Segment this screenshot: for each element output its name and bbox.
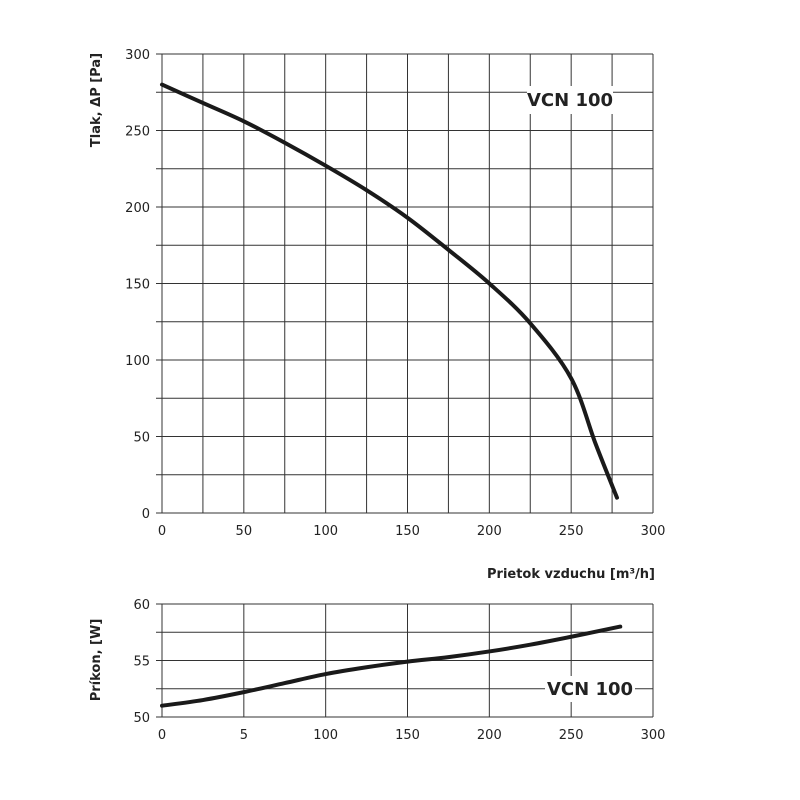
x-tick-label: 300 [641, 524, 666, 539]
x-tick-label: 150 [395, 728, 420, 743]
y-tick-label: 300 [125, 48, 150, 63]
y-tick-label: 55 [133, 655, 150, 670]
x-tick-label: 150 [395, 524, 420, 539]
y-tick-label: 100 [125, 354, 150, 369]
y-tick-label: 60 [133, 598, 150, 613]
y-tick-label: 50 [133, 711, 150, 726]
x-tick-label: 5 [240, 728, 248, 743]
chart-1: 0 5 100 150 200 250 300 50 55 60 Príkon, [W] VCN 10… [89, 598, 665, 743]
x-tick-label: 250 [559, 728, 584, 743]
x-tick-label: 200 [477, 524, 502, 539]
x-tick-label: 200 [477, 728, 502, 743]
series-line [160, 624, 623, 708]
x-tick-label: 0 [158, 728, 166, 743]
annotation-background [527, 86, 613, 114]
y-tick-label: 200 [125, 201, 150, 216]
annotation-label: VCN 100 [527, 90, 613, 111]
x-axis-label: Prietok vzduchu [m³/h] [487, 567, 655, 582]
series-line [160, 82, 619, 500]
y-tick-label: 0 [142, 507, 150, 522]
x-tick-label: 100 [313, 524, 338, 539]
y-axis-label: Príkon, [W] [89, 619, 104, 702]
x-tick-label: 0 [158, 524, 166, 539]
x-tick-label: 250 [559, 524, 584, 539]
y-tick-label: 150 [125, 278, 150, 293]
x-tick-label: 50 [236, 524, 253, 539]
annotation-label: VCN 100 [547, 679, 633, 700]
annotation-background [545, 676, 635, 702]
x-tick-label: 100 [313, 728, 338, 743]
y-tick-label: 250 [125, 125, 150, 140]
y-tick-label: 50 [133, 431, 150, 446]
chart-0: 0 50 100 150 200 250 300 0 50 100 150 200 250 300 Tlak… [89, 48, 665, 582]
x-tick-label: 300 [641, 728, 666, 743]
y-axis-label: Tlak, ΔP [Pa] [89, 53, 104, 147]
